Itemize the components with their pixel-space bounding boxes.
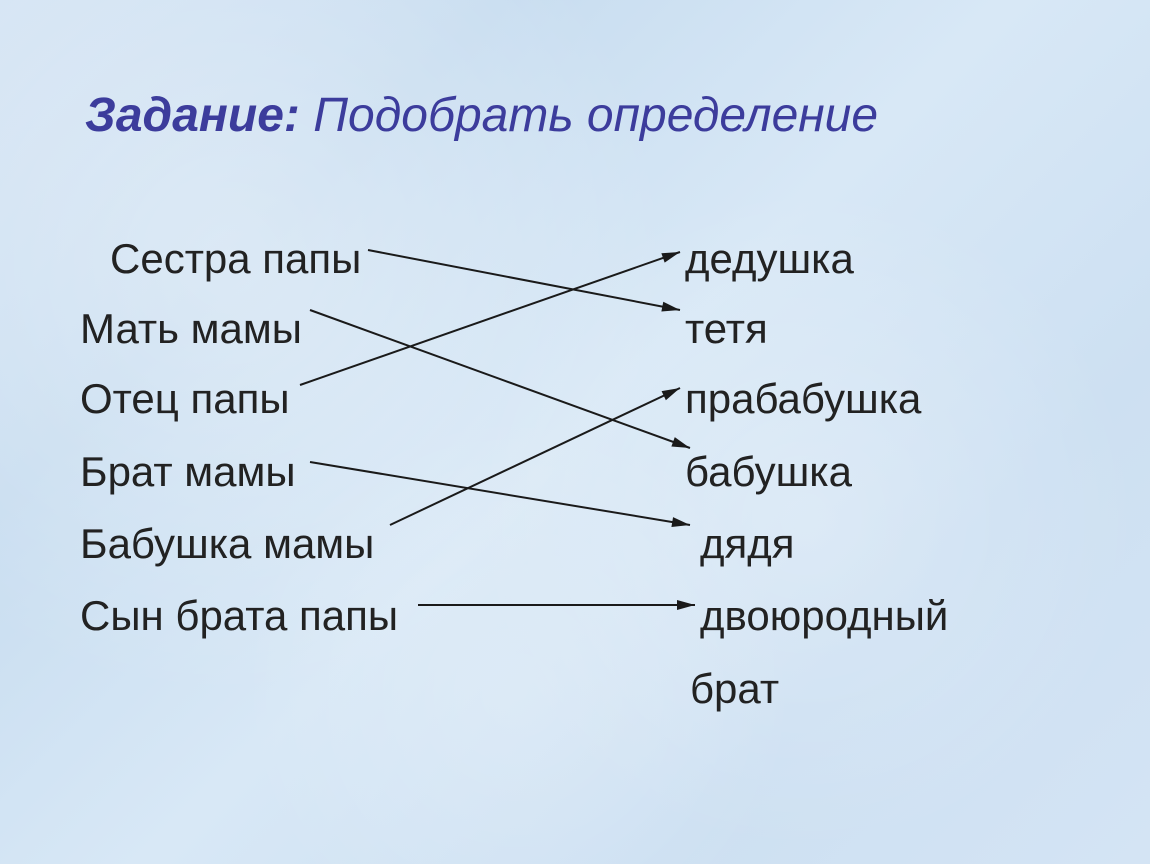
arrow-line-3 [310, 462, 690, 525]
right-term-6: брат [690, 665, 779, 713]
left-term-2: Отец папы [80, 375, 290, 423]
arrow-head-0 [661, 302, 680, 312]
right-term-2: прабабушка [685, 375, 921, 423]
arrow-head-3 [671, 517, 690, 527]
slide: Задание: Подобрать определение Сестра па… [0, 0, 1150, 864]
left-term-5: Сын брата папы [80, 592, 398, 640]
title-rest: Подобрать определение [300, 89, 878, 142]
right-term-4: дядя [700, 520, 795, 568]
left-term-3: Брат мамы [80, 448, 296, 496]
left-term-4: Бабушка мамы [80, 520, 374, 568]
right-term-3: бабушка [685, 448, 852, 496]
arrow-head-2 [661, 252, 680, 263]
arrow-head-1 [671, 437, 690, 448]
arrow-line-4 [390, 388, 680, 525]
left-term-1: Мать мамы [80, 305, 302, 353]
arrow-line-1 [310, 310, 690, 448]
title-bold: Задание: [85, 89, 300, 142]
arrow-head-4 [662, 388, 680, 400]
arrow-line-0 [368, 250, 680, 310]
left-term-0: Сестра папы [110, 235, 361, 283]
arrow-head-5 [677, 600, 695, 610]
right-term-1: тетя [685, 305, 768, 353]
right-term-5: двоюродный [700, 592, 948, 640]
right-term-0: дедушка [685, 235, 854, 283]
slide-title: Задание: Подобрать определение [85, 88, 878, 143]
